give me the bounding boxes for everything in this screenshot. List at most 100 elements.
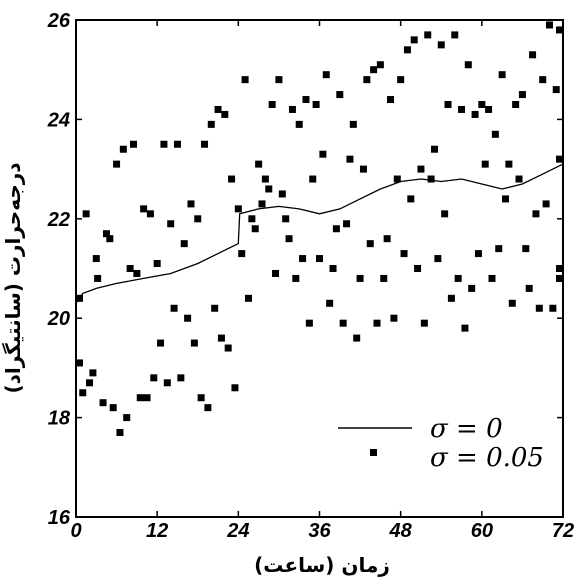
data-point-117 [468,284,476,292]
y-tick-label-24: 24 [47,109,70,131]
data-point-135 [529,51,537,59]
data-point-52 [248,215,256,223]
data-point-114 [458,105,466,113]
data-point-92 [383,235,391,243]
data-point-115 [461,324,469,332]
data-point-106 [430,145,438,153]
data-point-24 [153,260,161,268]
data-point-59 [272,269,280,277]
data-point-107 [434,255,442,263]
data-point-139 [542,200,550,208]
data-point-142 [552,86,560,94]
y-tick-label-22: 22 [47,209,70,231]
data-point-2 [79,389,87,397]
data-point-78 [336,91,344,99]
data-point-88 [370,66,378,74]
data-point-93 [387,96,395,104]
data-point-62 [282,215,290,223]
data-point-67 [299,255,307,263]
data-point-112 [451,31,459,39]
data-point-75 [326,299,334,307]
data-point-9 [102,230,110,238]
data-point-83 [353,334,361,342]
data-point-23 [150,374,158,382]
data-point-127 [502,195,510,203]
data-point-63 [285,235,293,243]
data-point-121 [481,160,489,168]
data-point-77 [332,225,340,233]
data-point-14 [119,145,127,153]
data-point-90 [376,61,384,69]
data-point-71 [312,100,320,108]
data-point-133 [522,245,530,253]
data-point-125 [495,245,503,253]
data-point-37 [197,394,205,402]
data-point-58 [268,100,276,108]
data-point-81 [346,155,354,163]
data-point-96 [397,76,405,84]
data-point-11 [109,404,117,412]
data-point-132 [518,91,526,99]
data-point-15 [123,414,131,422]
data-point-99 [407,195,415,203]
data-point-97 [400,250,408,258]
data-point-21 [143,394,151,402]
data-point-20 [140,205,148,213]
data-point-84 [356,274,364,282]
data-point-46 [228,175,236,183]
data-point-36 [194,215,202,223]
data-point-104 [424,31,432,39]
data-point-4 [86,379,94,387]
data-point-145 [556,155,563,163]
data-point-123 [488,274,496,282]
legend-label-sigma-0.05: σ = 0.05 [430,443,544,473]
x-tick-label-72: 72 [552,520,574,542]
y-axis-label: درجه‌حرارت (سانتیگراد) [1,162,25,393]
data-point-39 [204,404,212,412]
data-point-144 [556,26,563,34]
data-point-79 [339,319,347,327]
data-point-64 [288,105,296,113]
sigma-0.05-markers-layer [76,21,563,437]
data-point-55 [258,200,266,208]
data-point-12 [113,160,121,168]
x-tick-label-12: 12 [146,520,168,542]
data-point-118 [471,110,479,118]
data-point-110 [444,100,452,108]
data-point-143 [556,274,563,282]
x-tick-label-48: 48 [389,520,413,542]
data-point-49 [238,250,246,258]
data-point-61 [278,190,286,198]
data-point-66 [295,120,303,128]
data-point-30 [173,140,181,148]
data-point-138 [539,76,547,84]
data-point-119 [474,250,482,258]
data-point-122 [485,105,493,113]
data-point-108 [437,41,445,49]
data-point-89 [373,319,381,327]
data-point-3 [82,210,90,218]
data-point-6 [92,255,100,263]
y-tick-label-18: 18 [48,408,71,430]
data-point-34 [187,200,195,208]
y-tick-label-20: 20 [47,308,70,330]
data-point-57 [265,185,273,193]
data-point-51 [244,294,252,302]
data-point-128 [505,160,513,168]
data-point-50 [241,76,249,84]
data-point-87 [366,240,374,248]
x-tick-label-60: 60 [471,520,493,542]
data-point-98 [403,46,411,54]
data-point-95 [393,175,401,183]
data-point-120 [478,100,486,108]
data-point-10 [106,235,114,243]
data-point-86 [363,76,371,84]
data-point-131 [515,175,523,183]
data-point-82 [349,120,357,128]
data-point-27 [163,379,171,387]
sigma-0-curve-layer [75,163,564,304]
data-point-13 [116,429,124,437]
data-point-105 [427,175,435,183]
data-point-113 [454,274,462,282]
